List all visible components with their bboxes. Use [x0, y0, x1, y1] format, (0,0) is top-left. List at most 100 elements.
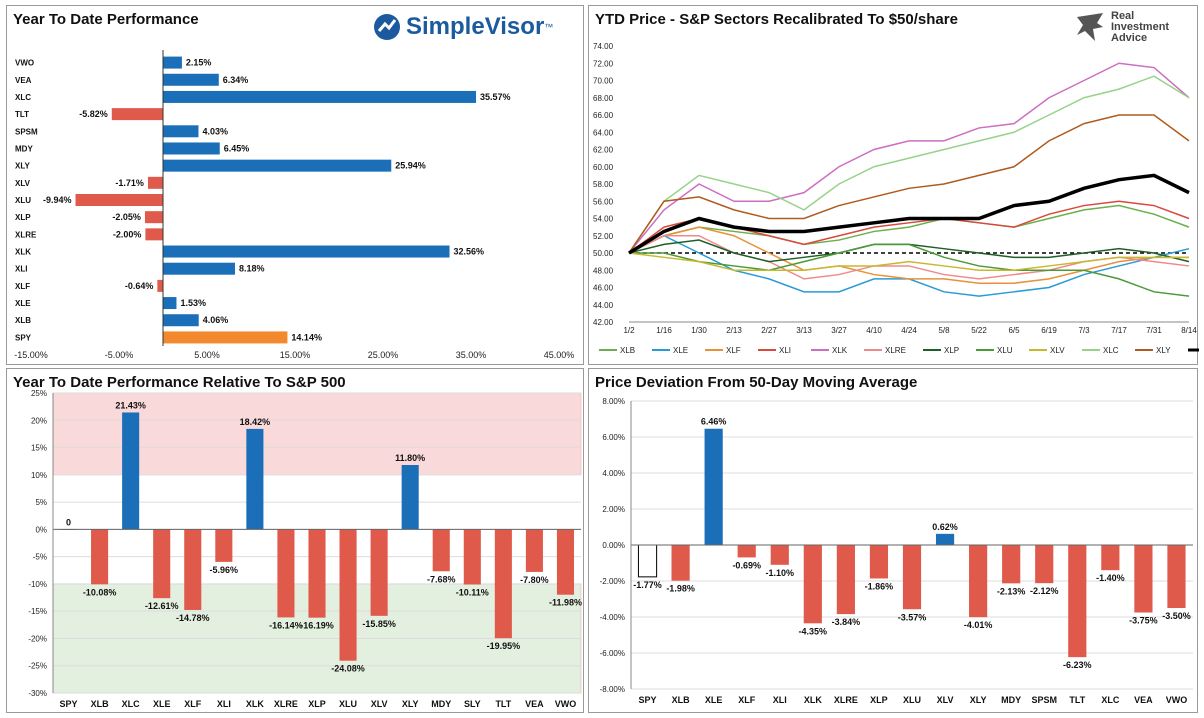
y-tick-label: -10%: [28, 580, 47, 589]
category-label: XLC: [15, 93, 31, 102]
category-label: XLI: [15, 265, 27, 274]
simplevisor-icon: [374, 14, 400, 40]
legend-label: XLRE: [885, 346, 906, 355]
series-line-xlre: [628, 235, 1190, 280]
series-line-xlb: [628, 204, 1190, 254]
bar-xlb: [163, 314, 199, 327]
data-label: 0.62%: [932, 522, 958, 532]
category-label: SPY: [15, 333, 32, 342]
bar-xle: [163, 297, 177, 310]
data-label: -1.98%: [666, 584, 695, 594]
legend-label: XLI: [779, 346, 791, 355]
series-line-xlk: [628, 62, 1190, 254]
series-line-xly: [628, 114, 1190, 254]
y-tick-label: 42.00: [593, 318, 614, 327]
category-label: XLRE: [15, 230, 37, 239]
data-label: -16.19%: [300, 621, 334, 631]
bar-xlf: [157, 279, 163, 292]
y-tick-label: -5%: [33, 553, 47, 562]
legend-label: XLB: [620, 346, 635, 355]
y-tick-label: 44.00: [593, 301, 614, 310]
data-label: -7.68%: [427, 574, 456, 584]
deviation-title: Price Deviation From 50-Day Moving Avera…: [595, 374, 918, 391]
category-label: XLE: [15, 299, 31, 308]
y-tick-label: 60.00: [593, 163, 614, 172]
category-label: XLY: [15, 162, 30, 171]
bar-xly: [163, 159, 392, 172]
category-label: MDY: [15, 144, 33, 153]
bar-spy: [637, 544, 658, 578]
legend-label: XLE: [673, 346, 688, 355]
x-tick-label: 7/3: [1078, 326, 1090, 335]
y-tick-label: 68.00: [593, 94, 614, 103]
relative-panel: -30% -25% -20% -15% -10% -5% 0% 5% 10% 15% 20% 25% S…: [6, 368, 584, 713]
band: [52, 392, 582, 476]
ytd-chart: -15.00% -5.00% 5.00% 15.00% 25.00% 35.00% 45.0…: [14, 50, 575, 360]
data-label: -1.71%: [115, 178, 144, 188]
legend-label: XLK: [832, 346, 848, 355]
category-label: VEA: [1134, 695, 1153, 705]
series-line-spy: [628, 173, 1190, 255]
x-tick-label: 7/31: [1146, 326, 1162, 335]
data-label: -5.96%: [210, 565, 239, 575]
x-tick-label: 35.00%: [456, 350, 487, 360]
series-line-xlc: [628, 75, 1190, 254]
x-tick-label: 1/16: [656, 326, 672, 335]
data-label: 11.80%: [395, 453, 425, 463]
data-label: -3.84%: [832, 617, 861, 627]
y-tick-label: 58.00: [593, 180, 614, 189]
x-tick-label: 25.00%: [368, 350, 399, 360]
y-tick-label: 20%: [31, 416, 47, 425]
bar-xly: [401, 465, 419, 530]
bar-spsm: [1035, 545, 1054, 584]
data-label: -1.77%: [633, 580, 662, 590]
bar-xlf: [737, 545, 756, 558]
bar-xlc: [1101, 545, 1120, 571]
data-label: -3.50%: [1162, 611, 1191, 621]
category-label: XLY: [970, 695, 987, 705]
bar-xlv: [370, 529, 388, 616]
legend-label: XLF: [726, 346, 741, 355]
bar-spy: [163, 331, 288, 344]
legend-label: XLU: [997, 346, 1013, 355]
bar-xlk: [163, 245, 450, 258]
y-tick-label: 50.00: [593, 249, 614, 258]
x-tick-label: 3/27: [831, 326, 847, 335]
data-label: 6.34%: [223, 75, 249, 85]
x-tick-label: 8/14: [1181, 326, 1197, 335]
data-label: -3.57%: [898, 612, 927, 622]
data-label: -10.11%: [456, 588, 489, 598]
y-tick-label: 5%: [35, 498, 47, 507]
bar-xle: [153, 529, 171, 599]
data-label: -14.78%: [176, 613, 210, 623]
category-label: XLP: [308, 699, 326, 709]
x-tick-label: 4/24: [901, 326, 917, 335]
category-label: MDY: [431, 699, 451, 709]
price-title: YTD Price - S&P Sectors Recalibrated To …: [595, 11, 958, 28]
y-tick-label: 62.00: [593, 146, 614, 155]
category-label: XLC: [1101, 695, 1120, 705]
x-tick-label: 1/30: [691, 326, 707, 335]
data-label: -15.85%: [362, 619, 396, 629]
bar-xlu: [339, 529, 357, 661]
category-label: XLU: [903, 695, 921, 705]
x-tick-label: -15.00%: [14, 350, 48, 360]
category-label: XLP: [870, 695, 888, 705]
category-label: XLE: [705, 695, 723, 705]
x-tick-label: 45.00%: [544, 350, 575, 360]
bar-xlu: [75, 194, 163, 206]
category-label: XLK: [246, 699, 265, 709]
bar-xli: [215, 529, 233, 562]
data-label: -9.94%: [43, 195, 72, 205]
legend-label: XLP: [944, 346, 959, 355]
category-label: XLY: [402, 699, 419, 709]
bar-xlc: [163, 90, 477, 103]
bar-xlp: [869, 545, 889, 579]
y-tick-label: 6.00%: [602, 433, 625, 442]
bar-xlf: [184, 529, 202, 610]
legend-label: XLC: [1103, 346, 1119, 355]
category-label: XLB: [15, 316, 31, 325]
y-tick-label: -30%: [28, 689, 47, 698]
bar-mdy: [432, 529, 450, 572]
data-label: 35.57%: [480, 92, 511, 102]
